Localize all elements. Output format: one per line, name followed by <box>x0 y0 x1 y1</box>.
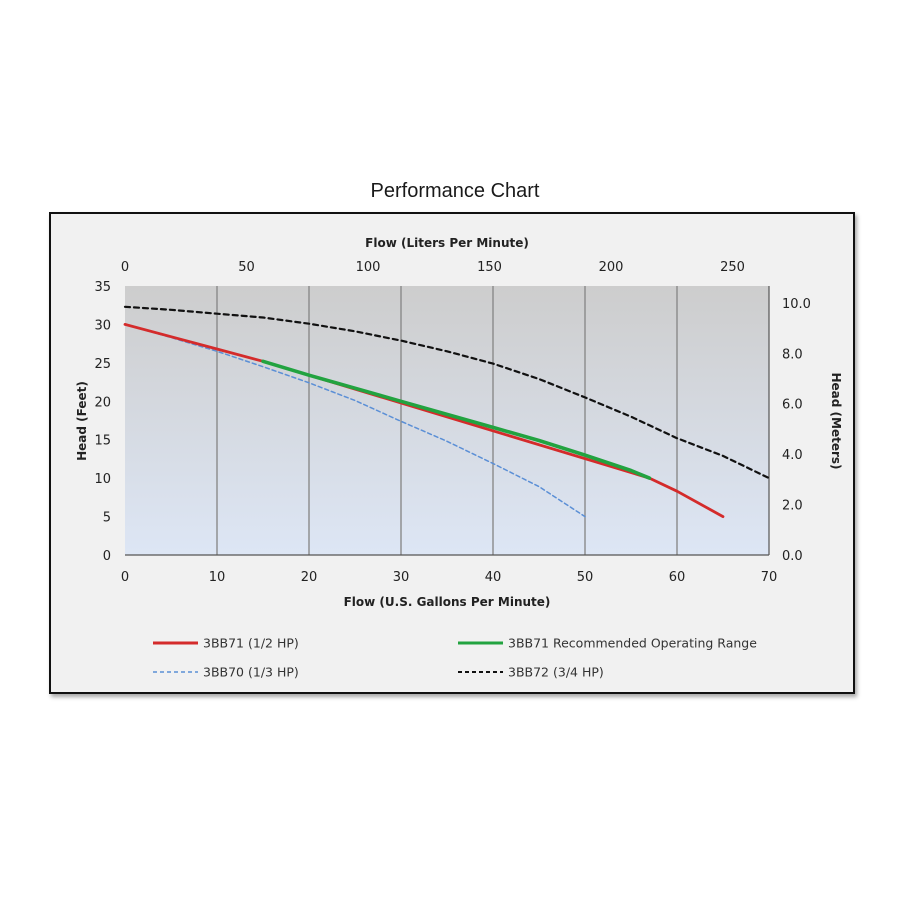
y2-tick-label: 0.0 <box>782 549 803 564</box>
legend-label-4: 3BB72 (3/4 HP) <box>508 665 604 680</box>
series-line-4 <box>123 305 771 480</box>
x-tick-label: 20 <box>301 570 318 585</box>
x-tick-label: 10 <box>209 570 226 585</box>
x2-axis-title: Flow (Liters Per Minute) <box>365 236 529 250</box>
x-axis-title: Flow (U.S. Gallons Per Minute) <box>344 595 551 609</box>
x-tick-label: 40 <box>485 570 502 585</box>
x2-tick-label: 200 <box>599 260 624 275</box>
x2-tick-label: 50 <box>238 260 255 275</box>
x2-tick-label: 0 <box>121 260 129 275</box>
y-tick-label: 20 <box>94 395 111 410</box>
y-tick-label: 30 <box>94 318 111 333</box>
y2-tick-label: 8.0 <box>782 347 803 362</box>
page-title: Performance Chart <box>370 180 540 202</box>
y2-tick-label: 2.0 <box>782 499 803 514</box>
x-tick-label: 50 <box>577 570 594 585</box>
x-tick-label: 60 <box>669 570 686 585</box>
legend-label-3: 3BB70 (1/3 HP) <box>203 665 299 680</box>
y-tick-label: 15 <box>94 434 111 449</box>
y2-axis-title: Head (Meters) <box>829 372 843 469</box>
y2-tick-label: 6.0 <box>782 398 803 413</box>
y-tick-label: 35 <box>94 280 111 295</box>
plot-area <box>125 286 769 555</box>
x2-tick-label: 250 <box>720 260 745 275</box>
x2-tick-label: 100 <box>356 260 381 275</box>
y2-tick-label: 4.0 <box>782 448 803 463</box>
x-tick-label: 30 <box>393 570 410 585</box>
y-axis-title: Head (Feet) <box>75 381 89 461</box>
x2-tick-label: 150 <box>477 260 502 275</box>
y2-tick-label: 10.0 <box>782 297 811 312</box>
series-line-2 <box>261 359 652 480</box>
legend-label-2: 3BB71 Recommended Operating Range <box>508 636 757 651</box>
y-tick-label: 10 <box>94 472 111 487</box>
legend-label-1: 3BB71 (1/2 HP) <box>203 636 299 651</box>
y-tick-label: 0 <box>103 549 111 564</box>
x-tick-label: 70 <box>761 570 778 585</box>
y-tick-label: 25 <box>94 357 111 372</box>
x-tick-label: 0 <box>121 570 129 585</box>
y-tick-label: 5 <box>103 511 111 526</box>
series-line-3 <box>124 323 586 518</box>
